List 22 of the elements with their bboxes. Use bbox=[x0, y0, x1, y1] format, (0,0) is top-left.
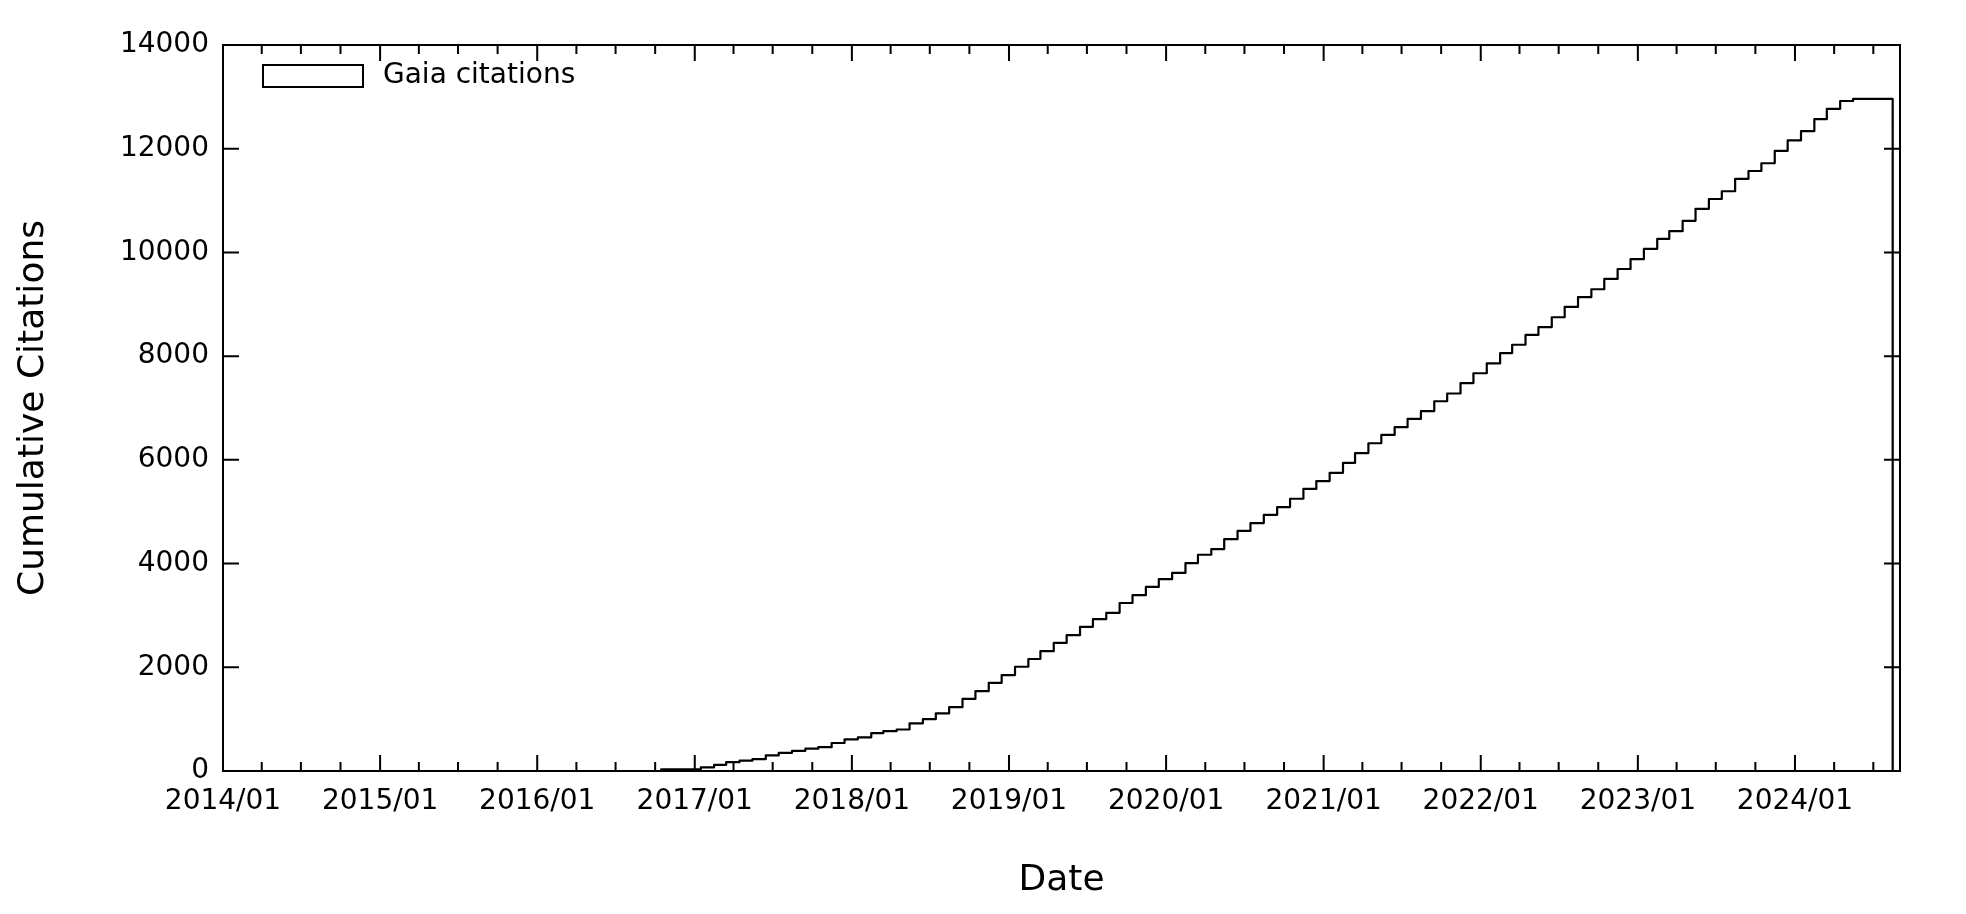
x-axis-title: Date bbox=[1018, 856, 1105, 898]
x-tick-label: 2020/01 bbox=[1107, 783, 1225, 817]
y-axis-title: Cumulative Citations bbox=[9, 220, 51, 596]
x-tick-label: 2023/01 bbox=[1579, 783, 1697, 817]
x-tick-label: 2016/01 bbox=[479, 783, 596, 817]
y-tick-label: 4000 bbox=[137, 544, 209, 578]
y-tick-label: 12000 bbox=[119, 130, 209, 163]
x-tick-label: 2018/01 bbox=[793, 783, 911, 817]
legend-label: Gaia citations bbox=[383, 57, 576, 91]
x-tick-label: 2014/01 bbox=[164, 783, 282, 817]
y-tick-label: 10000 bbox=[119, 233, 209, 267]
x-tick-label: 2015/01 bbox=[321, 783, 439, 817]
x-tick-label: 2021/01 bbox=[1265, 783, 1382, 817]
x-tick-label: 2017/01 bbox=[636, 783, 753, 817]
x-tick-label: 2019/01 bbox=[950, 783, 1068, 817]
x-tick-label: 2024/01 bbox=[1736, 783, 1854, 817]
y-tick-label: 6000 bbox=[137, 441, 209, 475]
y-tick-label: 14000 bbox=[119, 26, 209, 60]
y-tick-label: 8000 bbox=[137, 337, 209, 371]
x-tick-label: 2022/01 bbox=[1422, 783, 1539, 817]
y-tick-label: 0 bbox=[191, 752, 209, 786]
y-tick-label: 2000 bbox=[137, 648, 209, 682]
